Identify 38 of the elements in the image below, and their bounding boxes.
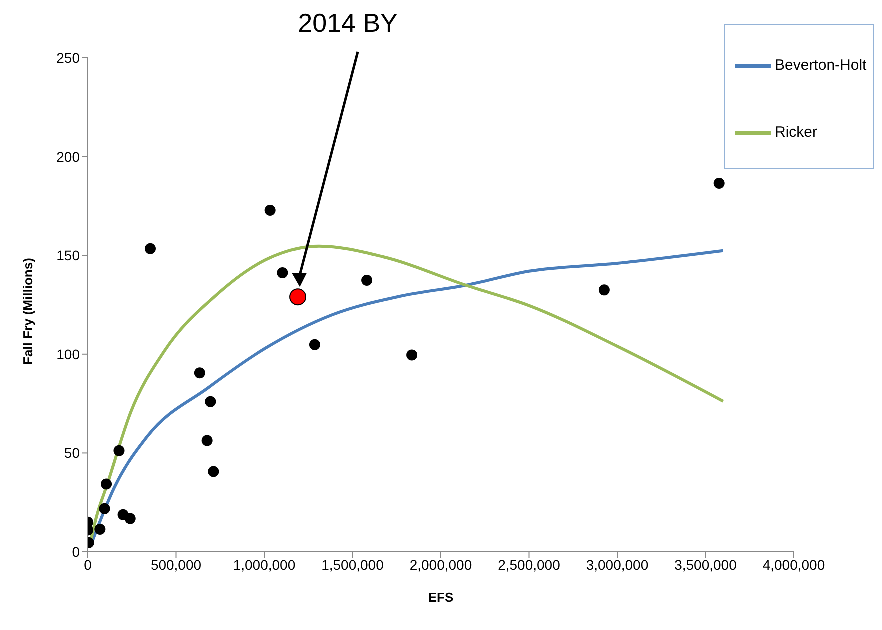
x-tick-label: 0 — [84, 556, 92, 573]
y-axis-title: Fall Fry (Millions) — [20, 258, 36, 365]
y-tick-label: 200 — [56, 148, 80, 165]
text: 2014 BY — [298, 8, 398, 38]
point — [598, 284, 610, 296]
point — [714, 178, 725, 189]
y-tick-label: 50 — [64, 445, 80, 462]
x-tick-label: 4,000,000 — [762, 556, 826, 573]
x-tick-label: 1,500,000 — [322, 556, 384, 573]
x-tick-label: 2,000,000 — [410, 556, 472, 573]
y-tick-label: 150 — [56, 248, 80, 264]
y-tick-label: 250 — [56, 50, 80, 66]
x-tick-label: 3,000,000 — [586, 556, 649, 573]
x-tick-label: 1,000,000 — [233, 556, 296, 573]
point — [114, 445, 125, 456]
point — [124, 513, 136, 524]
point — [406, 350, 418, 361]
point — [208, 466, 220, 478]
x-tick-label: 500,000 — [150, 556, 202, 573]
point — [290, 288, 307, 306]
x-tick-label: 3,500,000 — [674, 556, 738, 573]
point — [144, 243, 156, 254]
y-tick-label: 0 — [72, 544, 80, 560]
point — [101, 478, 112, 490]
x-axis-title: EFS — [428, 590, 454, 605]
x-tick-label: 2,500,000 — [498, 556, 561, 573]
y-tick-label: 100 — [56, 346, 80, 362]
point — [194, 368, 206, 379]
point — [94, 524, 106, 535]
legend-label: Beverton-Holt — [775, 57, 867, 74]
point — [309, 339, 320, 350]
point — [99, 503, 110, 514]
point — [277, 267, 288, 278]
point — [205, 396, 216, 408]
point — [202, 435, 213, 446]
legend-label: Ricker — [775, 124, 818, 141]
point — [362, 275, 373, 286]
point — [264, 205, 276, 216]
